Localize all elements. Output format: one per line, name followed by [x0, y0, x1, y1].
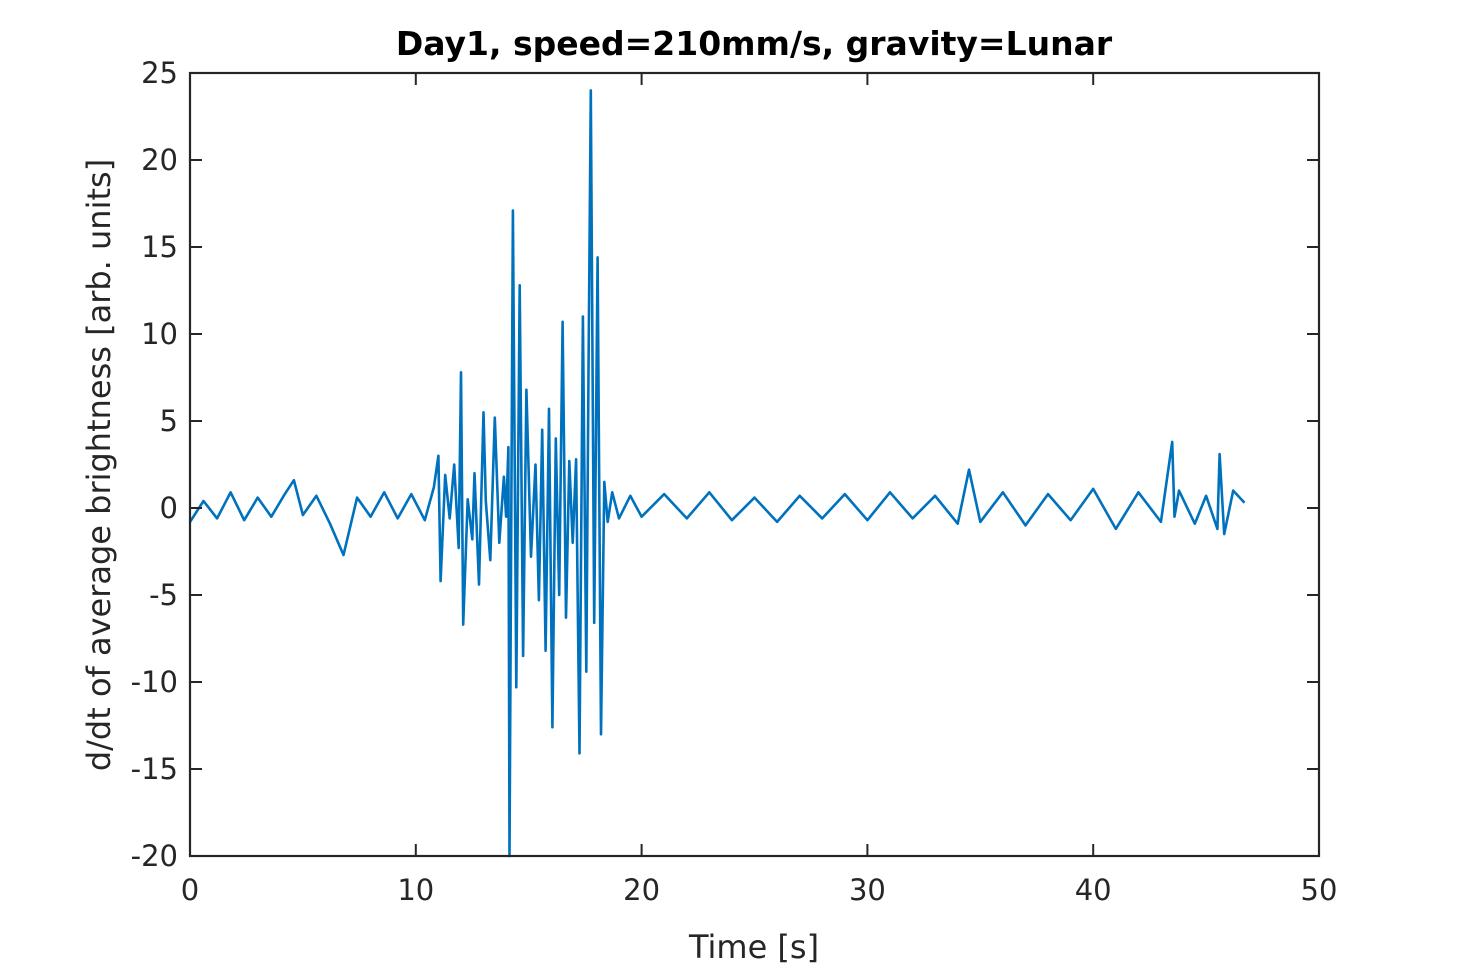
tick-layer: 0 10 20 30 40 50 -20 -15 -10 -5 0 5 10 15 20 25 [131, 56, 1338, 907]
y-axis-label: d/dt of average brightness [arb. units] [80, 159, 118, 771]
y-tick-label: 0 [160, 491, 178, 525]
y-tick-label: -10 [131, 665, 178, 699]
x-tick-label: 40 [1075, 873, 1112, 907]
y-tick-label: 15 [141, 230, 178, 264]
plot-background [190, 73, 1319, 856]
y-tick-label: -15 [131, 752, 178, 786]
y-tick-label: -5 [149, 578, 178, 612]
x-tick-label: 10 [397, 873, 434, 907]
x-tick-label: 50 [1301, 873, 1338, 907]
y-tick-label: 5 [160, 404, 178, 438]
x-tick-label: 0 [181, 873, 199, 907]
y-tick-label: 10 [141, 317, 178, 351]
chart-title: Day1, speed=210mm/s, gravity=Lunar [396, 24, 1113, 63]
x-tick-label: 20 [623, 873, 660, 907]
y-tick-label: 20 [141, 143, 178, 177]
x-axis-label: Time [s] [688, 928, 819, 966]
data-layer [188, 89, 1246, 858]
y-tick-label: 25 [141, 56, 178, 90]
y-tick-label: -20 [131, 839, 178, 873]
plot-frame [188, 71, 1321, 858]
series-line [188, 89, 1246, 858]
x-tick-label: 30 [849, 873, 886, 907]
